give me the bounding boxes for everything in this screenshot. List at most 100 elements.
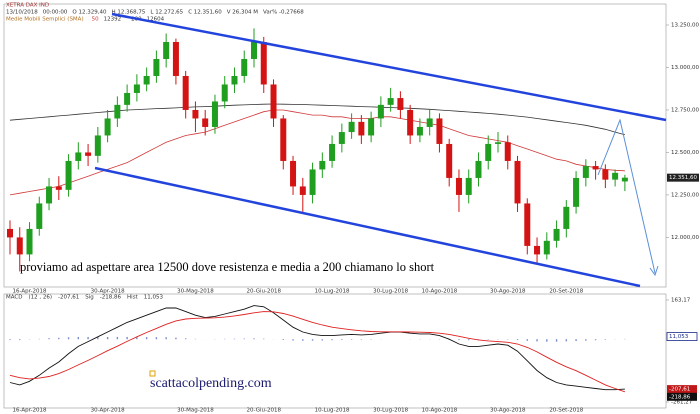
legend-item: 50 <box>92 17 99 23</box>
info-text: L 12.272,65 <box>150 10 183 16</box>
x-tick-label: 30-Mag-2018 <box>177 289 214 295</box>
info-text: Hist <box>127 295 139 301</box>
candle-body <box>621 177 628 182</box>
candle-body <box>202 118 209 127</box>
x-tick-label: 30-Lug-2018 <box>373 408 408 414</box>
candle-body <box>319 160 326 170</box>
candle-body <box>524 203 531 246</box>
symbol-title: XETRA DAX IND <box>6 3 49 9</box>
last-value-box <box>666 332 698 341</box>
arrow-head <box>649 265 659 277</box>
candle-body <box>251 41 257 59</box>
candle-body <box>260 41 267 85</box>
sma-line <box>9 103 626 136</box>
candle-body <box>592 166 599 170</box>
info-text: V 26,304 M <box>227 10 259 16</box>
legend-label: Medie Mobili Semplici (SMA) <box>6 17 84 23</box>
info-text: -207,61 <box>58 295 79 301</box>
y-tick-label: 163,17 <box>671 298 691 304</box>
channel-upper <box>111 12 667 122</box>
sma-line <box>9 109 625 196</box>
candle-body <box>553 228 560 241</box>
candle-body <box>495 142 501 144</box>
info-text: Var% -0,27668 <box>263 10 304 16</box>
info-text: 13/10/2018 <box>6 10 38 16</box>
y-tick-label: -261,27 <box>671 400 693 406</box>
info-text: O 12.329,40 <box>72 10 107 16</box>
last-value-box <box>667 385 697 394</box>
candle-body <box>358 121 365 136</box>
info-text: -218,86 <box>100 295 122 301</box>
x-tick-label: 20-Giu-2018 <box>247 408 282 414</box>
x-tick-label: 20-Set-2018 <box>549 289 583 295</box>
marker-square <box>149 370 156 377</box>
candle-body <box>241 58 248 76</box>
candle-body <box>475 160 482 178</box>
candle-body <box>55 186 62 190</box>
y-tick-label: 13.000,00 <box>671 65 699 71</box>
x-tick-label: 30-Mag-2018 <box>177 408 214 414</box>
annotation: proviamo ad aspettare area 12500 dove re… <box>20 260 435 274</box>
macd-title: MACD <box>6 295 23 301</box>
candle-body <box>26 228 33 255</box>
candle-body <box>65 160 72 190</box>
last-price-box <box>667 173 699 182</box>
candle-body <box>153 58 160 76</box>
candle-body <box>416 126 423 136</box>
candle-body <box>485 143 492 161</box>
candle-body <box>75 152 82 161</box>
candle-body <box>436 118 443 144</box>
candle-body <box>290 160 297 187</box>
candle-body <box>582 166 589 178</box>
candle-body <box>348 121 355 133</box>
candle-body <box>172 41 179 76</box>
x-tick-label: 16-Apr-2018 <box>13 289 48 295</box>
x-tick-label: 10-Ago-2018 <box>422 289 458 295</box>
candle-body <box>338 132 345 144</box>
last-value-label: 11,053 <box>669 334 689 340</box>
candle-body <box>602 169 609 180</box>
y-tick-label: 13.250,00 <box>671 22 699 28</box>
last-price-label: 12.351,60 <box>669 175 697 181</box>
x-tick-label: 30-Apr-2018 <box>91 408 126 414</box>
candle-body <box>563 206 570 229</box>
x-tick-label: 30-Ago-2018 <box>490 289 526 295</box>
candle-body <box>143 75 150 85</box>
candle-body <box>514 160 521 204</box>
candle-body <box>377 104 384 119</box>
candle-body <box>163 41 170 59</box>
candle-body <box>16 237 23 255</box>
candle-body <box>407 109 414 136</box>
candle-body <box>85 152 92 156</box>
candle-body <box>387 98 394 105</box>
candle-body <box>46 186 53 204</box>
candle-body <box>231 75 238 85</box>
info-text: 00:00:00 <box>43 10 68 16</box>
last-value-label: -218,86 <box>669 394 691 400</box>
candle-body <box>534 245 541 255</box>
candle-body <box>397 98 404 110</box>
x-tick-label: 20-Giu-2018 <box>247 289 282 295</box>
last-value-box <box>667 392 697 401</box>
info-text: 11,053 <box>144 295 164 301</box>
last-value-label: -207,61 <box>669 387 690 393</box>
candle-body <box>192 109 199 119</box>
x-tick-label: 30-Ago-2018 <box>490 408 526 414</box>
macd-frame <box>3 293 667 409</box>
macd-line <box>9 305 625 391</box>
info-text: Sig <box>85 295 94 301</box>
candle-body <box>612 172 619 180</box>
candle-body <box>270 84 277 119</box>
y-tick-label: 12.000,00 <box>671 235 699 241</box>
candle-body <box>573 177 580 207</box>
candle-body <box>426 118 433 127</box>
projection-arrow <box>597 118 656 274</box>
info-text: H 12.368,75 <box>111 10 145 16</box>
candle-body <box>221 84 228 102</box>
watermark: scattacolpending.com <box>150 376 272 391</box>
candle-body <box>182 75 189 110</box>
candle-body <box>36 203 43 229</box>
candle-body <box>211 101 218 127</box>
